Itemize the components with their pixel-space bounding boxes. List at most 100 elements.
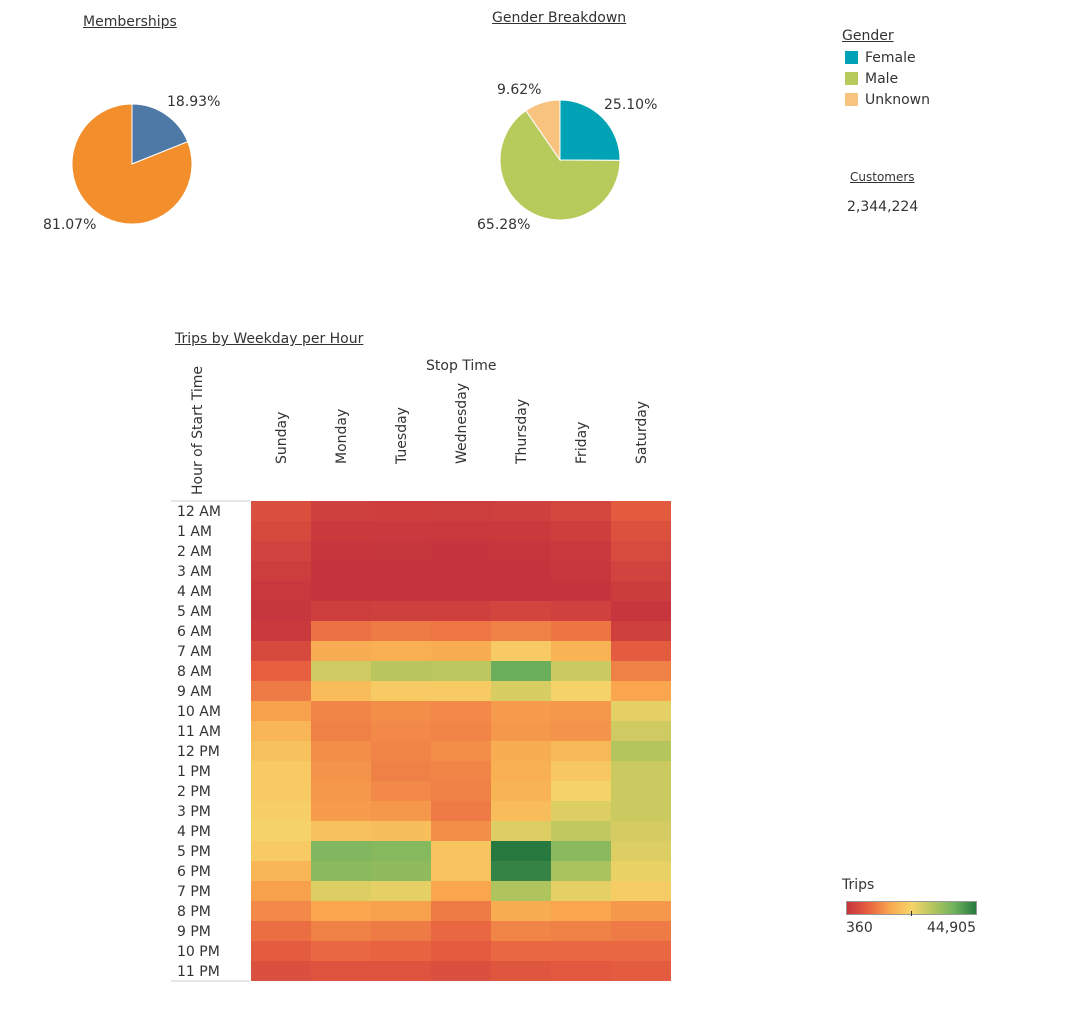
heatmap-cell-22-2[interactable] — [371, 941, 431, 961]
heatmap-cell-6-5[interactable] — [551, 621, 611, 641]
heatmap-cell-18-0[interactable] — [251, 861, 311, 881]
heatmap-cell-0-2[interactable] — [371, 501, 431, 521]
heatmap-cell-19-4[interactable] — [491, 881, 551, 901]
heatmap-cell-4-0[interactable] — [251, 581, 311, 601]
gender-slice-2[interactable] — [525, 99, 561, 162]
heatmap-cell-11-2[interactable] — [371, 721, 431, 741]
heatmap-cell-23-5[interactable] — [551, 961, 611, 981]
heatmap-cell-3-6[interactable] — [611, 561, 671, 581]
gender-slice-1[interactable] — [499, 109, 621, 221]
heatmap-cell-15-6[interactable] — [611, 801, 671, 821]
heatmap-cell-4-4[interactable] — [491, 581, 551, 601]
heatmap-cell-7-6[interactable] — [611, 641, 671, 661]
heatmap-cell-11-4[interactable] — [491, 721, 551, 741]
heatmap-cell-4-5[interactable] — [551, 581, 611, 601]
heatmap-cell-16-3[interactable] — [431, 821, 491, 841]
heatmap-cell-9-5[interactable] — [551, 681, 611, 701]
heatmap-cell-0-3[interactable] — [431, 501, 491, 521]
heatmap-cell-9-2[interactable] — [371, 681, 431, 701]
heatmap-cell-1-0[interactable] — [251, 521, 311, 541]
heatmap-cell-10-5[interactable] — [551, 701, 611, 721]
heatmap-cell-20-5[interactable] — [551, 901, 611, 921]
heatmap-cell-7-0[interactable] — [251, 641, 311, 661]
heatmap-cell-13-2[interactable] — [371, 761, 431, 781]
memberships-slice-1[interactable] — [71, 103, 193, 225]
heatmap-cell-8-0[interactable] — [251, 661, 311, 681]
heatmap-cell-22-0[interactable] — [251, 941, 311, 961]
heatmap-cell-16-2[interactable] — [371, 821, 431, 841]
heatmap-cell-14-0[interactable] — [251, 781, 311, 801]
legend-item-male[interactable]: Male — [842, 68, 930, 89]
heatmap-cell-18-3[interactable] — [431, 861, 491, 881]
heatmap-cell-13-6[interactable] — [611, 761, 671, 781]
heatmap-cell-4-3[interactable] — [431, 581, 491, 601]
heatmap-cell-11-1[interactable] — [311, 721, 371, 741]
heatmap-cell-14-3[interactable] — [431, 781, 491, 801]
heatmap-cell-10-2[interactable] — [371, 701, 431, 721]
heatmap-cell-18-1[interactable] — [311, 861, 371, 881]
heatmap-cell-7-1[interactable] — [311, 641, 371, 661]
heatmap-cell-18-2[interactable] — [371, 861, 431, 881]
heatmap-cell-3-2[interactable] — [371, 561, 431, 581]
heatmap-cell-15-0[interactable] — [251, 801, 311, 821]
legend-item-unknown[interactable]: Unknown — [842, 89, 930, 110]
heatmap-cell-20-1[interactable] — [311, 901, 371, 921]
heatmap-cell-20-3[interactable] — [431, 901, 491, 921]
heatmap-cell-21-3[interactable] — [431, 921, 491, 941]
heatmap-cell-2-0[interactable] — [251, 541, 311, 561]
heatmap-cell-22-6[interactable] — [611, 941, 671, 961]
heatmap-cell-5-6[interactable] — [611, 601, 671, 621]
heatmap-cell-17-5[interactable] — [551, 841, 611, 861]
heatmap-cell-10-4[interactable] — [491, 701, 551, 721]
heatmap-cell-22-4[interactable] — [491, 941, 551, 961]
heatmap-cell-6-2[interactable] — [371, 621, 431, 641]
heatmap-cell-21-1[interactable] — [311, 921, 371, 941]
heatmap-cell-16-6[interactable] — [611, 821, 671, 841]
heatmap-cell-23-2[interactable] — [371, 961, 431, 981]
heatmap-cell-0-0[interactable] — [251, 501, 311, 521]
heatmap-cell-12-4[interactable] — [491, 741, 551, 761]
heatmap-cell-15-2[interactable] — [371, 801, 431, 821]
heatmap-cell-20-0[interactable] — [251, 901, 311, 921]
heatmap-cell-7-4[interactable] — [491, 641, 551, 661]
heatmap-cell-12-1[interactable] — [311, 741, 371, 761]
heatmap-cell-20-2[interactable] — [371, 901, 431, 921]
gender-slice-0[interactable] — [559, 99, 621, 161]
heatmap-cell-21-6[interactable] — [611, 921, 671, 941]
heatmap-cell-17-0[interactable] — [251, 841, 311, 861]
heatmap-cell-5-3[interactable] — [431, 601, 491, 621]
heatmap-cell-19-2[interactable] — [371, 881, 431, 901]
heatmap-cell-9-3[interactable] — [431, 681, 491, 701]
heatmap-cell-8-4[interactable] — [491, 661, 551, 681]
heatmap-cell-0-4[interactable] — [491, 501, 551, 521]
heatmap-cell-11-5[interactable] — [551, 721, 611, 741]
heatmap-cell-8-5[interactable] — [551, 661, 611, 681]
heatmap-cell-4-1[interactable] — [311, 581, 371, 601]
heatmap-cell-16-5[interactable] — [551, 821, 611, 841]
heatmap-cell-5-0[interactable] — [251, 601, 311, 621]
heatmap-cell-5-1[interactable] — [311, 601, 371, 621]
heatmap-cell-12-2[interactable] — [371, 741, 431, 761]
heatmap-cell-22-5[interactable] — [551, 941, 611, 961]
heatmap-cell-2-6[interactable] — [611, 541, 671, 561]
heatmap-cell-0-6[interactable] — [611, 501, 671, 521]
heatmap-cell-10-1[interactable] — [311, 701, 371, 721]
heatmap-cell-3-1[interactable] — [311, 561, 371, 581]
heatmap-cell-20-6[interactable] — [611, 901, 671, 921]
heatmap-cell-6-3[interactable] — [431, 621, 491, 641]
heatmap-cell-5-4[interactable] — [491, 601, 551, 621]
heatmap-cell-15-4[interactable] — [491, 801, 551, 821]
heatmap-cell-23-6[interactable] — [611, 961, 671, 981]
heatmap-cell-9-4[interactable] — [491, 681, 551, 701]
heatmap-cell-19-6[interactable] — [611, 881, 671, 901]
heatmap-cell-2-4[interactable] — [491, 541, 551, 561]
heatmap-cell-22-3[interactable] — [431, 941, 491, 961]
heatmap-cell-11-0[interactable] — [251, 721, 311, 741]
heatmap-cell-8-1[interactable] — [311, 661, 371, 681]
heatmap-cell-19-1[interactable] — [311, 881, 371, 901]
heatmap-cell-7-3[interactable] — [431, 641, 491, 661]
heatmap-cell-6-6[interactable] — [611, 621, 671, 641]
heatmap-cell-23-1[interactable] — [311, 961, 371, 981]
heatmap-cell-21-4[interactable] — [491, 921, 551, 941]
heatmap-cell-13-3[interactable] — [431, 761, 491, 781]
